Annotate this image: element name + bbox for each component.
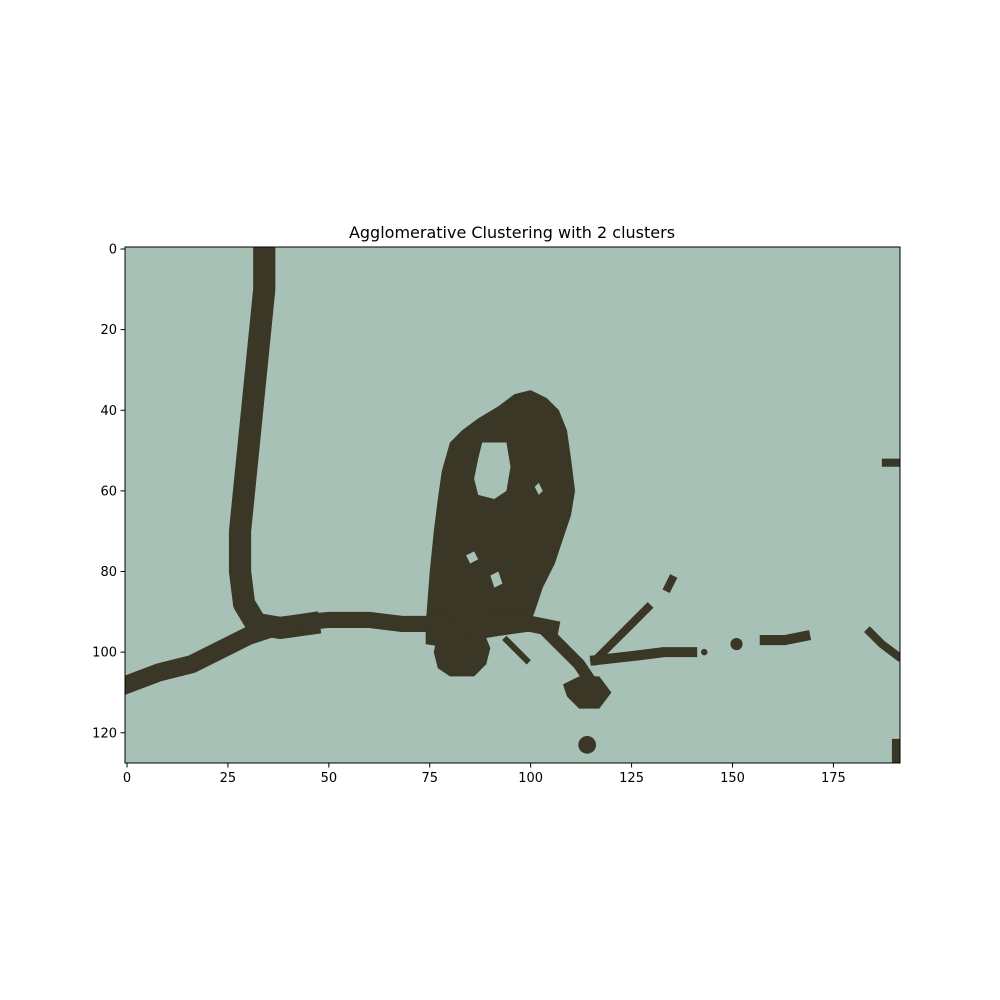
cluster-1-stroke	[589, 647, 698, 666]
x-tick-label: 75	[421, 771, 438, 786]
cluster-0-hole	[490, 571, 503, 588]
cluster-map-image	[125, 247, 900, 763]
axes-frame	[124, 246, 901, 764]
cluster-1-blob	[578, 735, 597, 754]
y-tick-label: 80	[100, 565, 117, 580]
cluster-1-region	[433, 627, 491, 677]
y-tick-label: 120	[92, 726, 117, 741]
cluster-1-blob	[730, 638, 743, 651]
cluster-1-stroke	[424, 615, 561, 642]
x-tick-label: 100	[518, 771, 543, 786]
cluster-1-stroke	[534, 619, 596, 685]
cluster-1-blob	[701, 648, 708, 656]
cluster-1-stroke	[864, 626, 900, 662]
cluster-0-hole	[474, 442, 511, 499]
cluster-1-region	[425, 390, 576, 649]
cluster-1-stroke	[502, 635, 531, 665]
x-tick-label: 25	[220, 771, 237, 786]
y-tick-label: 0	[109, 243, 117, 258]
y-tick-label: 60	[100, 484, 117, 499]
y-tick-label: 40	[100, 404, 117, 419]
x-tick-label: 125	[619, 771, 644, 786]
cluster-0-hole	[466, 551, 479, 564]
x-tick-label: 0	[123, 771, 131, 786]
plot-area	[124, 246, 901, 764]
x-tick-label: 175	[821, 771, 846, 786]
cluster-1-stroke	[662, 574, 678, 594]
x-axis: 0 25 50 75 100 125 150 175	[123, 763, 846, 786]
y-axis: 0 20 40 60 80 100 120	[92, 243, 125, 741]
cluster-1-region	[562, 676, 612, 709]
cluster-1-stroke	[759, 630, 812, 646]
cluster-1-stroke	[125, 616, 284, 695]
cluster-0-hole	[534, 482, 543, 495]
chart-title: Agglomerative Clustering with 2 clusters	[349, 223, 675, 242]
cluster-map-content	[125, 247, 900, 763]
y-tick-label: 20	[100, 323, 117, 338]
cluster-1-stroke	[589, 602, 654, 666]
x-tick-label: 50	[321, 771, 338, 786]
cluster-1-stroke	[279, 611, 450, 633]
y-tick-label: 100	[92, 646, 117, 661]
x-tick-label: 150	[720, 771, 745, 786]
